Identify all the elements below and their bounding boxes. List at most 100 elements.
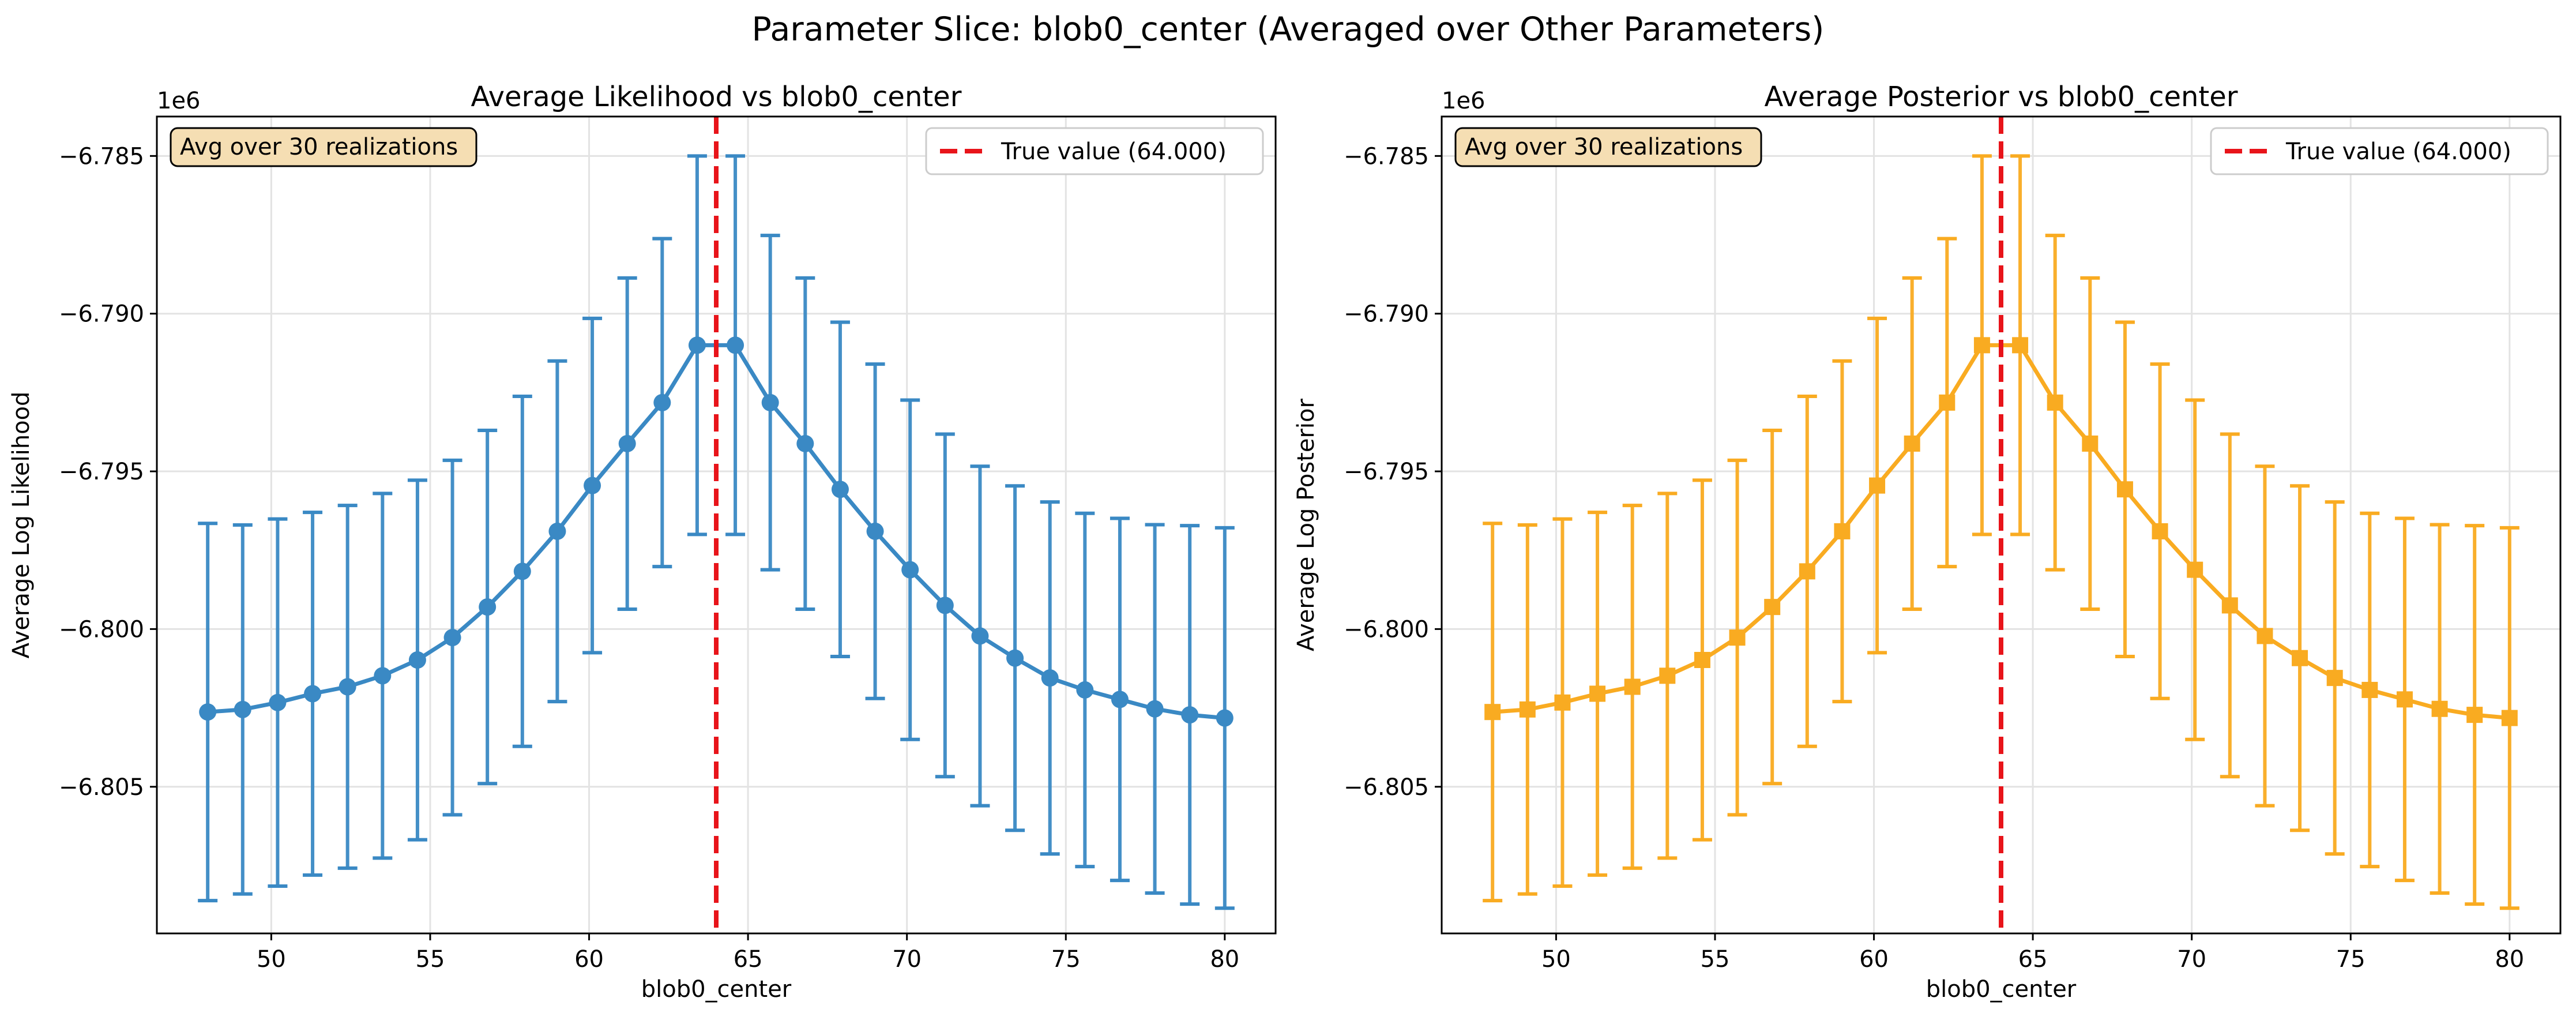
data-point [2152,523,2168,539]
x-tick-label: 65 [734,946,763,973]
data-point [1799,563,1815,580]
data-point [1939,394,1955,411]
data-point [584,477,601,494]
y-tick-label: −6.795 [1344,459,1429,485]
data-point [2012,337,2029,354]
data-point [1554,694,1571,711]
axes-title: Average Posterior vs blob0_center [1764,81,2237,113]
data-point [443,629,461,647]
legend-label: True value (64.000) [1001,138,1227,165]
x-axis-label: blob0_center [1926,976,2077,1003]
data-point [866,522,884,540]
axes-frame [156,115,1277,935]
data-point [2466,707,2483,723]
data-point [548,522,566,540]
data-point [653,393,671,411]
data-point [2501,710,2518,726]
data-point [1111,691,1129,708]
data-point [1694,651,1710,668]
y-axis-label: Average Log Likelihood [8,392,35,659]
y-tick-label: −6.790 [1344,301,1429,328]
annotation-box [170,127,477,167]
y-axis-label: Average Log Posterior [1293,398,1319,651]
y-tick-label: −6.785 [1344,143,1429,170]
data-point [304,685,322,703]
data-point [1484,704,1501,721]
data-point [901,561,919,579]
annotation-box [1454,127,1762,167]
data-point [1973,337,1990,354]
data-point [1589,685,1606,702]
right-panel-posterior: 50 55 60 65 70 75 80 −6.805 −6.800 −6.795 −6.790 −6… [1293,81,2562,1003]
data-point [1216,709,1234,727]
data-point [513,562,531,580]
data-point [2221,597,2238,614]
annotation-text: Avg over 30 realizations [180,134,458,160]
left-panel-likelihood: 50 55 60 65 70 75 80 −6.805 −6.800 −6.795 −6.790 −6… [8,81,1277,1003]
axis-offset-text: 1e6 [1442,88,1486,114]
y-tick-label: −6.790 [59,301,144,328]
legend-label: True value (64.000) [2285,138,2511,165]
data-point [1869,477,1886,494]
x-tick-label: 55 [416,946,445,973]
data-point [2116,481,2133,498]
data-point [1519,701,1536,718]
data-point [479,598,497,616]
x-tick-label: 65 [2018,946,2048,973]
y-tick-label: −6.805 [59,774,144,801]
x-tick-label: 55 [1701,946,1730,973]
x-tick-label: 80 [1210,946,1239,973]
axes-frame [1441,115,2562,935]
data-point [971,627,989,645]
x-tick-label: 50 [1541,946,1571,973]
x-tick-label: 70 [892,946,922,973]
figure-suptitle: Parameter Slice: blob0_center (Averaged … [751,10,1825,48]
data-point [688,336,706,354]
y-tick-label: −6.800 [59,616,144,643]
axes-title: Average Likelihood vs blob0_center [471,81,962,113]
data-point [1076,681,1094,699]
data-point [831,481,849,498]
x-tick-label: 75 [2336,946,2366,973]
data-point [234,700,251,718]
annotation-text: Avg over 30 realizations [1465,134,1743,160]
data-point [727,336,744,354]
data-point [2082,435,2099,452]
data-point [1764,599,1781,616]
data-point [2047,394,2063,411]
data-point [2326,670,2343,687]
data-point [1041,669,1059,687]
data-point [1729,629,1746,646]
data-point [2361,681,2378,698]
data-point [796,434,814,452]
data-point [1834,523,1851,539]
y-tick-label: −6.805 [1344,774,1429,801]
y-tick-label: −6.795 [59,459,144,485]
data-point [199,703,217,721]
data-point [2396,691,2413,708]
data-point [1146,700,1164,718]
data-point [339,678,356,696]
data-point [1181,706,1199,724]
data-point [1624,678,1641,695]
data-point [936,597,954,614]
legend-box [2210,127,2549,175]
data-point [374,667,392,685]
data-point [1006,649,1024,667]
x-tick-label: 75 [1051,946,1081,973]
axis-offset-text: 1e6 [157,88,201,114]
data-point [618,434,636,452]
x-axis-label: blob0_center [641,976,792,1003]
data-point [408,651,426,669]
x-tick-label: 60 [574,946,604,973]
y-tick-label: −6.800 [1344,616,1429,643]
x-tick-label: 80 [2495,946,2524,973]
y-tick-label: −6.785 [59,143,144,170]
data-point [1904,435,1920,452]
x-tick-label: 50 [257,946,286,973]
data-point [1659,667,1676,684]
data-point [2431,700,2448,717]
data-point [2257,628,2273,644]
legend-box [925,127,1264,175]
data-point [761,393,779,411]
